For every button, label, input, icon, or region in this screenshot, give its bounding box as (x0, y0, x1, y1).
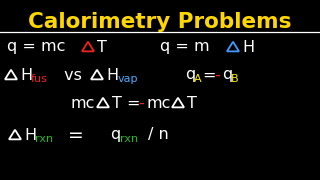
Text: T: T (97, 39, 107, 55)
Text: H: H (24, 127, 36, 143)
Text: H: H (20, 68, 32, 82)
Text: H: H (242, 39, 254, 55)
Text: rxn: rxn (120, 134, 138, 144)
Text: / n: / n (148, 127, 169, 143)
Text: q = m: q = m (160, 39, 210, 55)
Text: =: = (68, 125, 84, 145)
Text: T: T (187, 96, 197, 111)
Text: =: = (202, 68, 215, 82)
Text: q: q (110, 127, 120, 143)
Text: vap: vap (118, 74, 139, 84)
Text: -: - (214, 68, 220, 82)
Text: T =: T = (112, 96, 146, 111)
Text: q: q (185, 68, 195, 82)
Text: vs: vs (59, 68, 87, 82)
Text: mc: mc (146, 96, 170, 111)
Text: A: A (194, 74, 202, 84)
Text: q: q (222, 68, 232, 82)
Text: fus: fus (31, 74, 48, 84)
Text: q = mc: q = mc (7, 39, 65, 55)
Text: B: B (231, 74, 239, 84)
Text: H: H (106, 68, 118, 82)
Text: mc: mc (70, 96, 94, 111)
Text: Calorimetry Problems: Calorimetry Problems (28, 12, 292, 32)
Text: -: - (138, 96, 144, 111)
Text: rxn: rxn (35, 134, 53, 144)
